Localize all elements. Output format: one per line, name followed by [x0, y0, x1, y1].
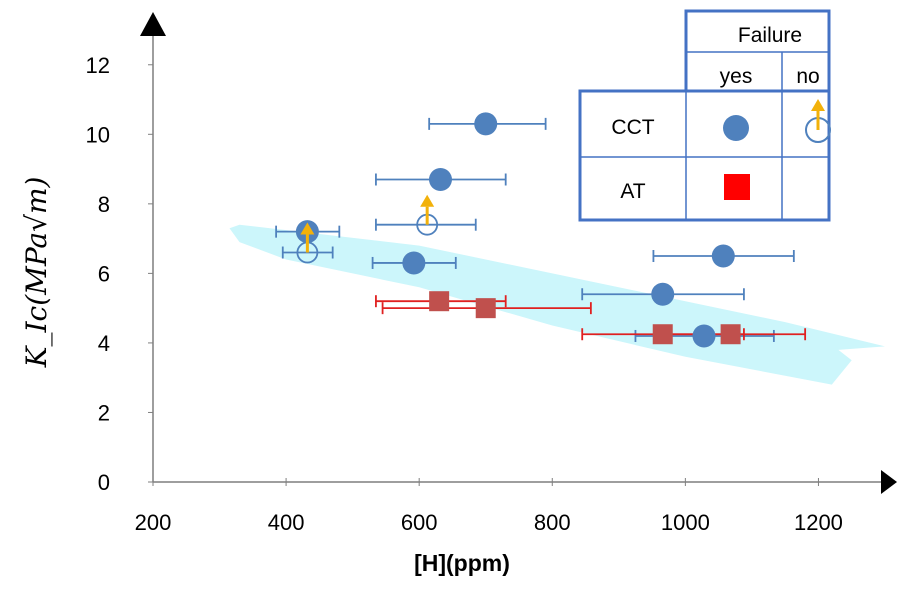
- x-axis-arrow: [881, 470, 897, 494]
- x-tick-label: 400: [268, 510, 305, 535]
- legend-body-box: [578, 89, 831, 222]
- legend-at-yes-marker: [724, 174, 750, 200]
- x-tick-label: 800: [534, 510, 571, 535]
- y-tick-label: 2: [98, 400, 110, 425]
- x-tick-label: 600: [401, 510, 438, 535]
- x-tick-label: 1000: [661, 510, 710, 535]
- legend: Failure yes no CCT AT: [578, 9, 831, 222]
- data-markers: [295, 112, 741, 348]
- y-tick-label: 12: [86, 53, 110, 78]
- data-point-cct-failure: [651, 282, 675, 306]
- y-tick-label: 10: [86, 122, 110, 147]
- lower-bound-arrow-head: [420, 194, 435, 207]
- x-tick-label: 200: [135, 510, 172, 535]
- data-point-cct-failure: [474, 112, 498, 136]
- data-point-at-failure: [720, 324, 741, 345]
- data-point-cct-failure: [692, 324, 716, 348]
- legend-row-at: AT: [620, 180, 645, 203]
- x-axis-label: [H](ppm): [414, 550, 510, 576]
- data-point-cct-failure: [402, 251, 426, 275]
- lower-bound-arrow-head: [300, 222, 315, 235]
- data-point-cct-failure: [428, 168, 452, 192]
- legend-header-box: [684, 9, 831, 93]
- band-shape: [229, 224, 885, 385]
- legend-header: Failure: [738, 24, 802, 47]
- legend-col-no: no: [796, 65, 819, 88]
- y-axis-arrow: [140, 12, 166, 36]
- data-point-at-failure: [475, 298, 496, 319]
- y-tick-label: 0: [98, 470, 110, 495]
- data-band: [229, 224, 885, 385]
- data-point-cct-failure: [711, 244, 735, 268]
- legend-row-cct: CCT: [611, 116, 654, 139]
- data-point-at-failure: [429, 291, 450, 312]
- y-tick-label: 6: [98, 261, 110, 286]
- y-tick-label: 8: [98, 192, 110, 217]
- data-point-at-failure: [652, 324, 673, 345]
- legend-col-yes: yes: [720, 65, 753, 88]
- y-tick-label: 4: [98, 331, 110, 356]
- tick-labels: 200 400 600 800 1000 1200 0 2 4 6 8 10 12: [86, 53, 843, 535]
- legend-cct-yes-marker: [723, 115, 749, 141]
- legend-arrow-head: [811, 99, 825, 111]
- y-axis-label: K_Ic(MPa√m): [20, 177, 53, 369]
- axes: [140, 12, 897, 494]
- x-tick-label: 1200: [794, 510, 843, 535]
